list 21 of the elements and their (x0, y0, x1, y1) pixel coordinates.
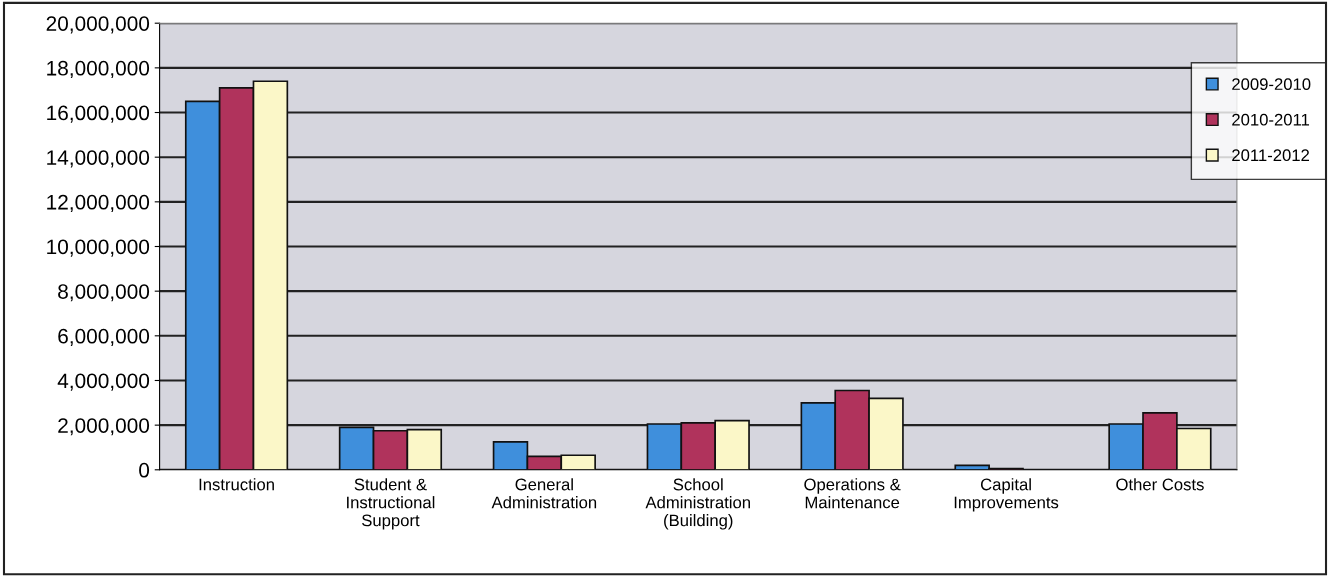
y-tick-label: 6,000,000 (58, 328, 150, 347)
x-tick-label: Student & Instructional Support (347, 478, 435, 530)
x-tick-label: Capital Improvements (954, 478, 1059, 512)
y-tick-label: 20,000,000 (46, 16, 150, 34)
y-tick-label: 16,000,000 (47, 105, 150, 123)
x-tick-label: General Administration (491, 478, 597, 509)
y-tick-label: 8,000,000 (58, 284, 150, 302)
y-tick-label: 12,000,000 (47, 194, 150, 213)
y-tick-label: 18,000,000 (47, 60, 150, 79)
x-tick-label: Instruction (199, 478, 274, 491)
x-tick-label: Other Costs (1116, 478, 1204, 491)
legend-label: 2009-2010 (1232, 78, 1311, 91)
y-tick-label: 10,000,000 (47, 239, 150, 257)
x-tick-label: School Administration (Building) (645, 478, 750, 530)
y-tick-label: 2,000,000 (58, 418, 150, 436)
legend-label: 2010-2011 (1232, 113, 1310, 126)
legend-label: 2011-2012 (1232, 149, 1310, 162)
y-tick-label: 0 (139, 462, 150, 478)
y-tick-label: 4,000,000 (57, 373, 150, 391)
x-tick-label: Operations & Maintenance (804, 478, 901, 509)
y-tick-label: 14,000,000 (47, 150, 150, 168)
